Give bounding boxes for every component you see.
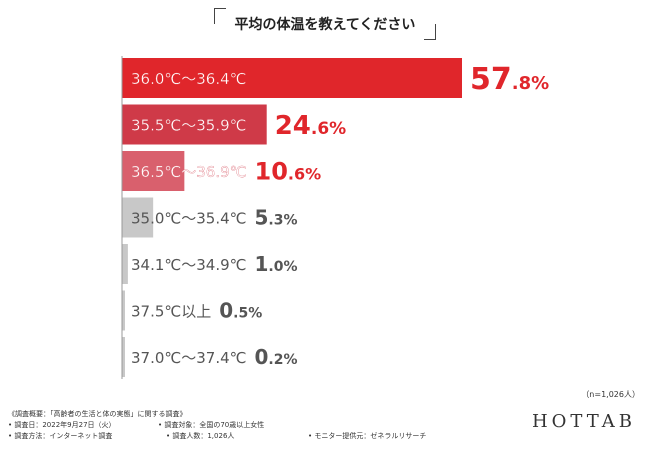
bar-2 (122, 151, 185, 191)
title-corner-top-left (214, 8, 226, 24)
survey-overview: 《調査概要：「高齢者の生活と体の実態」に関する調査》 (8, 410, 187, 418)
category-label-0: 36.0℃〜36.4℃ (131, 70, 247, 88)
bar-1 (122, 104, 267, 145)
survey-target: • 調査対象：全国の70歳以上女性 (158, 421, 265, 429)
chart-title: 平均の体温を教えてください (234, 17, 416, 33)
hottab-logo: HOTTAB (531, 411, 636, 432)
bar-6 (122, 337, 125, 377)
bar-chart: 36.0℃〜36.4℃ 57.8%35.5℃〜35.9℃ 24.6%36.5℃〜36… (121, 56, 549, 379)
value-label-dec-3: .3% (268, 213, 297, 229)
value-label-int-4: 1 (255, 252, 269, 276)
survey-date: • 調査日：2022年9月27日（火） (8, 421, 116, 429)
value-label-dec-6: .2% (268, 352, 297, 368)
category-label-2: 36.5℃〜36.9℃ (131, 163, 247, 181)
value-label-int-3: 5 (255, 206, 269, 230)
value-label-2: 10.6% (255, 158, 322, 186)
category-label-3: 35.0℃〜35.4℃ (131, 210, 247, 228)
bar-3 (122, 197, 154, 238)
value-label-dec-2: .6% (288, 165, 321, 184)
value-label-6: 0.2% (255, 345, 298, 369)
category-label-4: 34.1℃〜34.9℃ (131, 256, 247, 274)
survey-count: • 調査人数：1,026人 (166, 432, 235, 440)
value-label-5: 0.5% (219, 299, 262, 323)
value-label-4: 1.0% (255, 252, 298, 276)
bar-5 (122, 290, 125, 331)
bar-0 (122, 58, 462, 98)
value-label-int-5: 0 (219, 299, 233, 323)
value-label-0: 57.8% (470, 62, 549, 97)
title-corner-bottom-right (424, 24, 436, 40)
value-label-dec-4: .0% (268, 259, 297, 275)
category-label-5: 37.5℃以上 (131, 303, 211, 321)
survey-provider: • モニター提供元：ゼネラルリサーチ (308, 432, 427, 440)
value-label-int-0: 57 (470, 62, 512, 97)
value-label-dec-5: .5% (233, 306, 262, 322)
category-label-1: 35.5℃〜35.9℃ (131, 117, 247, 135)
value-label-int-1: 24 (275, 111, 311, 141)
value-label-1: 24.6% (275, 111, 347, 141)
sample-size-note: （n=1,026人） (581, 390, 640, 399)
value-label-int-6: 0 (255, 345, 269, 369)
survey-method: • 調査方法：インターネット調査 (8, 432, 113, 440)
value-label-dec-0: .8% (512, 73, 549, 94)
value-label-3: 5.3% (255, 206, 298, 230)
value-label-dec-1: .6% (311, 119, 346, 139)
category-label-6: 37.0℃〜37.4℃ (131, 349, 247, 367)
value-label-int-2: 10 (255, 158, 288, 186)
bar-4 (122, 244, 128, 284)
chart-title-box: 平均の体温を教えてください (214, 8, 436, 40)
